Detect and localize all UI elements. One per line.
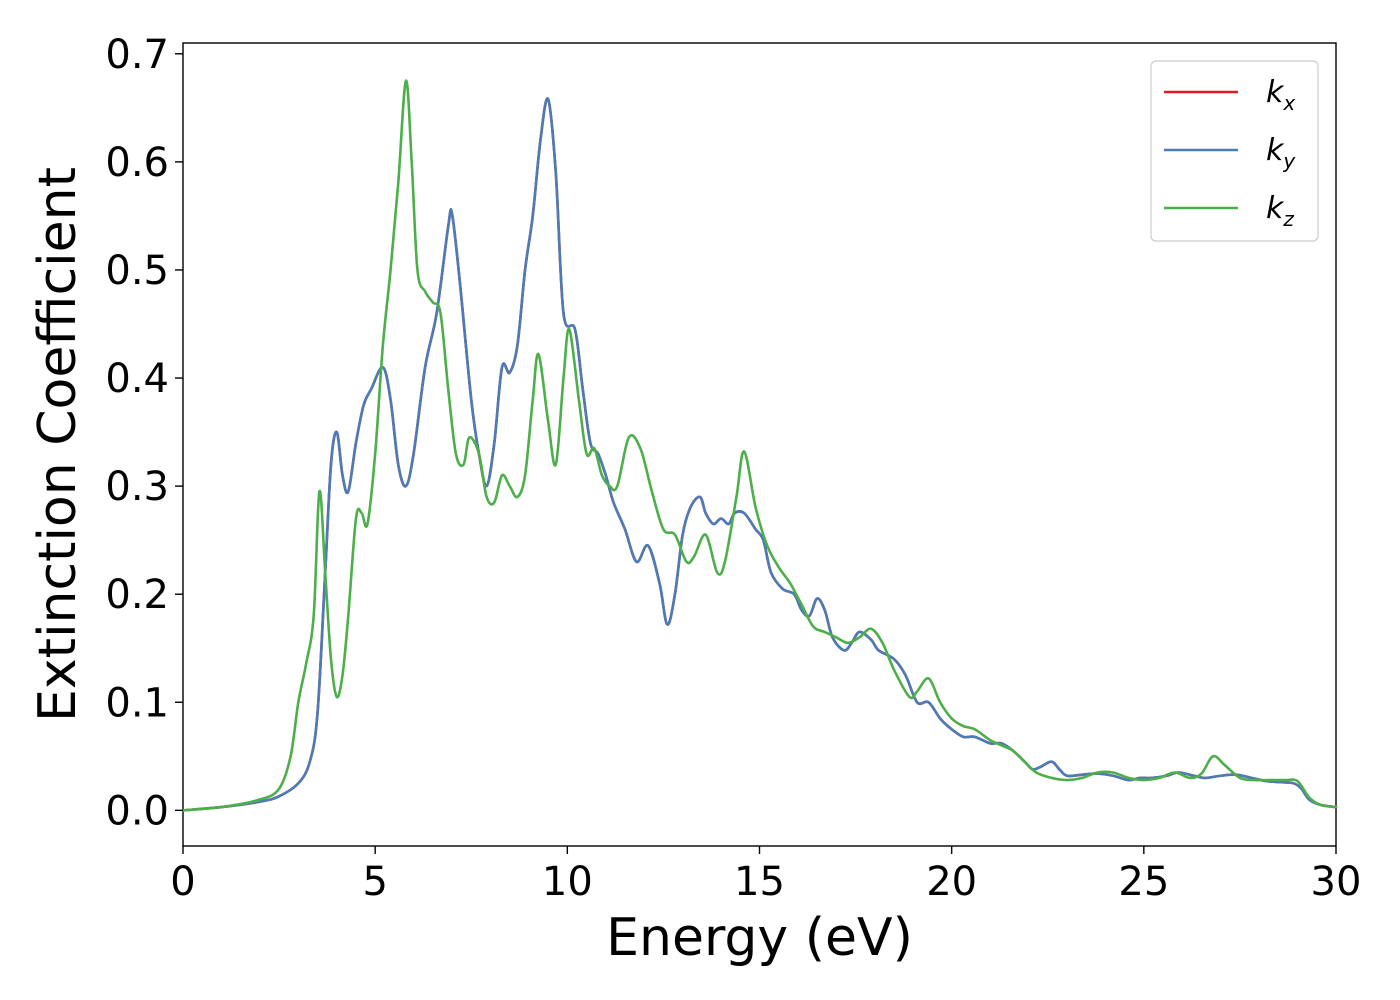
y-tick-label: 0.4 xyxy=(105,356,169,402)
x-axis-title: Energy (eV) xyxy=(606,908,913,968)
series-line-y xyxy=(181,97,1338,812)
y-tick-label: 0.6 xyxy=(105,140,169,186)
x-tick-label: 5 xyxy=(362,859,387,905)
series-line-z xyxy=(181,79,1338,812)
legend-items: kx ky kz xyxy=(1164,75,1296,231)
y-tick-label: 0.1 xyxy=(105,680,169,726)
y-tick-label: 0.3 xyxy=(105,464,169,510)
x-tick-label: 0 xyxy=(170,859,195,905)
y-tick-label: 0.2 xyxy=(105,572,169,618)
y-tick-label: 0.5 xyxy=(105,248,169,294)
legend: kx ky kz xyxy=(1150,60,1319,242)
y-tick-label: 0.0 xyxy=(105,788,169,834)
legend-label-x: kx xyxy=(1266,75,1295,115)
series-layer xyxy=(181,79,1338,812)
y-axis-title: Extinction Coefficient xyxy=(28,167,88,722)
legend-label-z: kz xyxy=(1266,191,1294,231)
y-tick-label: 0.7 xyxy=(105,32,169,78)
x-tick-label: 30 xyxy=(1311,859,1362,905)
x-axis-ticks: 0 5 10 15 20 25 30 xyxy=(170,846,1361,905)
x-tick-label: 20 xyxy=(926,859,977,905)
x-tick-label: 15 xyxy=(734,859,785,905)
x-tick-label: 25 xyxy=(1118,859,1169,905)
x-tick-label: 10 xyxy=(542,859,593,905)
legend-label-y: ky xyxy=(1266,133,1296,173)
y-axis-ticks: 0.0 0.1 0.2 0.3 0.4 0.5 0.6 0.7 xyxy=(105,32,183,834)
